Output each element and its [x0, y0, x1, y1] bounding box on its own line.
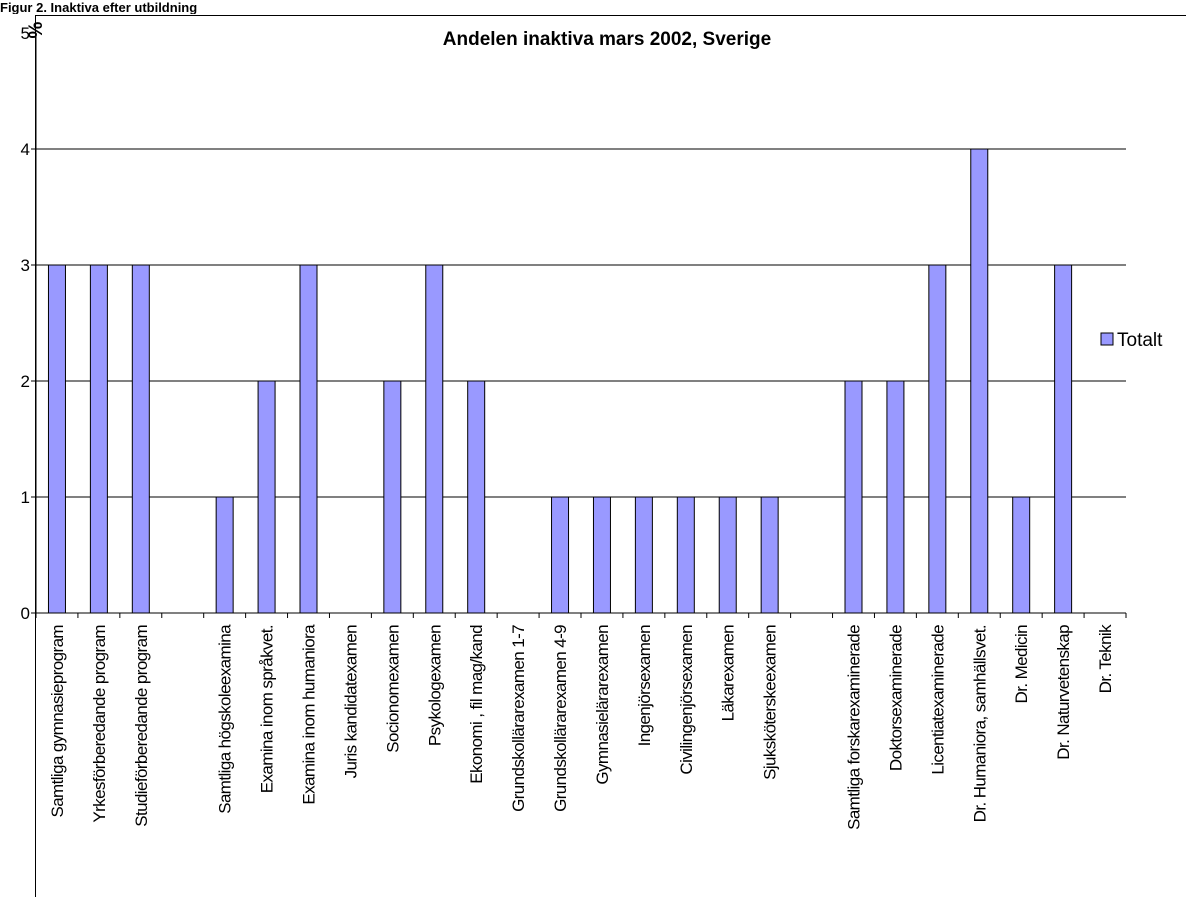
bar [215, 496, 234, 614]
x-tick-label: Dr. Naturvetenskap [1054, 625, 1073, 760]
x-tick-label: Gymnasielärarexamen [593, 625, 612, 785]
y-tick-label: 2 [21, 372, 30, 391]
bar [551, 496, 570, 614]
bar [592, 496, 611, 614]
x-tick-label: Läkarexamen [719, 625, 738, 722]
x-tick-label: Samtliga forskarexaminerade [845, 625, 864, 830]
bar [467, 380, 486, 614]
bar [760, 496, 779, 614]
x-tick-label: Dr. Humaniora, samhällsvet. [970, 625, 989, 822]
bar [676, 496, 695, 614]
x-tick-label: Licentiatexaminerade [928, 625, 947, 775]
bar [299, 264, 318, 614]
x-tick-label: Psykologexamen [425, 625, 444, 746]
bar [1012, 496, 1031, 614]
x-tick-label: Samtliga högskoleexamina [216, 624, 235, 814]
x-tick-label: Ekonomi , fil mag/kand [467, 625, 486, 784]
legend-label: Totalt [1117, 330, 1163, 351]
bar [886, 380, 905, 614]
y-tick-label: 3 [21, 256, 30, 275]
y-tick-label: 4 [21, 140, 30, 159]
bar [1054, 264, 1073, 614]
x-tick-label: Dr. Teknik [1096, 624, 1115, 693]
legend: Totalt [1100, 330, 1163, 351]
x-tick-label: Dr. Medicin [1012, 625, 1031, 704]
legend-swatch [1100, 332, 1114, 346]
figure-caption: Figur 2. Inaktiva efter utbildning [0, 0, 198, 14]
tick-labels: 0 1 2 3 4 5 Samtliga gymnasieprogram Yrkesförbe… [21, 24, 1116, 830]
bar [844, 380, 863, 614]
bar [634, 496, 653, 614]
x-tick-label: Sjuksköterskeexamen [761, 625, 780, 780]
bar [718, 496, 737, 614]
x-tick-label: Socionomexamen [383, 625, 402, 753]
bar [89, 264, 108, 614]
bar [425, 264, 444, 614]
bars [47, 148, 1073, 614]
x-tick-label: Ingenjörsexamen [635, 625, 654, 747]
x-tick-label: Examina inom humaniora [300, 624, 319, 805]
bar [970, 148, 989, 614]
x-tick-label: Examina inom språkvet. [258, 625, 277, 793]
x-tick-label: Grundskollärarexamen 1-7 [509, 625, 528, 812]
x-tick-label: Juris kandidatexamen [341, 625, 360, 779]
x-tick-label: Civilingenjörsexamen [677, 625, 696, 775]
y-axis-label: % [26, 21, 47, 38]
bar [928, 264, 947, 614]
y-tick-label: 5 [21, 24, 30, 43]
x-tick-label: Yrkesförberedande program [90, 625, 109, 823]
bar [47, 264, 66, 614]
x-tick-label: Grundskollärarexamen 4-9 [551, 625, 570, 812]
x-tick-label: Samtliga gymnasieprogram [48, 625, 67, 818]
gridlines [36, 148, 1126, 498]
x-tick-label: Doktorsexaminerade [886, 625, 905, 771]
axes [31, 32, 1127, 618]
bar [383, 380, 402, 614]
y-tick-label: 0 [21, 604, 30, 623]
bar [131, 264, 150, 614]
y-tick-label: 1 [21, 488, 30, 507]
chart-title: Andelen inaktiva mars 2002, Sverige [443, 29, 771, 50]
bar [257, 380, 276, 614]
x-tick-label: Studieförberedande program [132, 625, 151, 827]
